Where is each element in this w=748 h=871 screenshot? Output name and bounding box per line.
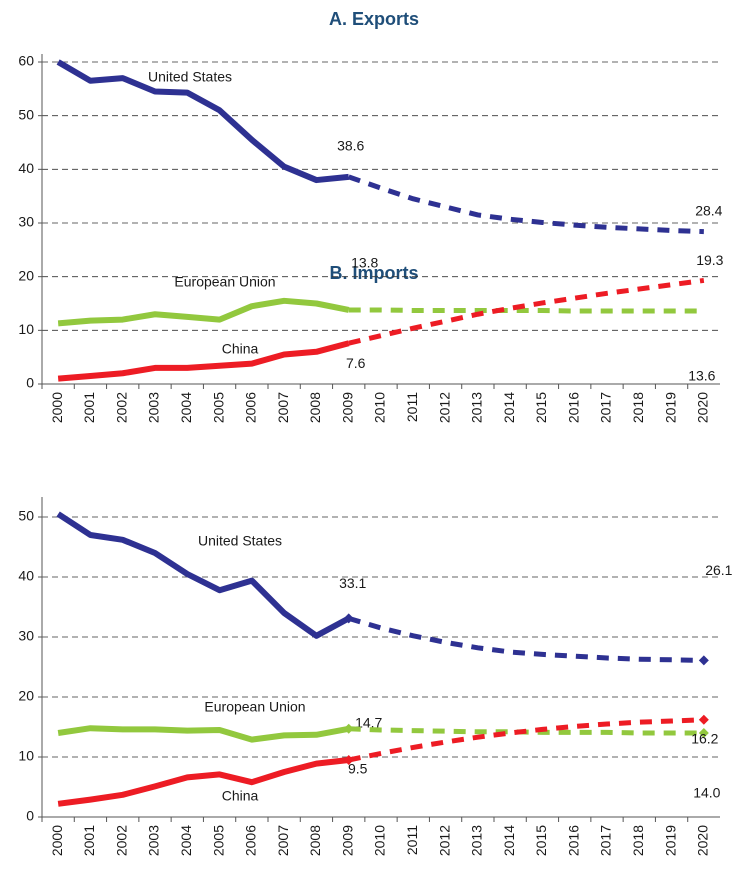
x-tick-label: 2009 <box>339 825 355 856</box>
series-line <box>57 340 350 382</box>
y-tick-label: 50 <box>18 106 34 122</box>
x-tick-label: 2004 <box>178 392 194 423</box>
series-line <box>57 297 350 327</box>
x-tick-label: 2007 <box>275 825 291 856</box>
point-marker <box>343 755 354 765</box>
series-label: United States <box>148 69 232 85</box>
y-tick-label: 40 <box>18 568 34 584</box>
x-tick-label: 2014 <box>501 392 517 423</box>
x-tick-label: 2017 <box>598 825 614 856</box>
y-tick-label: 20 <box>18 688 34 704</box>
data-label: 33.1 <box>339 575 366 591</box>
data-label: 14.7 <box>355 715 382 731</box>
projection-line <box>348 277 705 346</box>
projection-line <box>348 616 704 663</box>
x-tick-label: 2011 <box>404 392 420 422</box>
y-tick-label: 10 <box>18 321 34 337</box>
x-tick-label: 2020 <box>695 825 711 856</box>
x-tick-label: 2000 <box>49 825 65 856</box>
y-tick-label: 0 <box>26 808 34 824</box>
point-marker <box>343 613 354 624</box>
point-marker <box>343 723 354 734</box>
data-label: 16.2 <box>691 731 718 747</box>
y-tick-label: 30 <box>18 628 34 644</box>
y-tick-label: 10 <box>18 748 34 764</box>
projection-line <box>348 307 704 314</box>
x-tick-label: 2002 <box>113 825 129 856</box>
series-line <box>56 59 350 184</box>
data-label: 26.1 <box>705 562 732 578</box>
x-tick-label: 2007 <box>275 392 291 423</box>
x-tick-label: 2006 <box>243 392 259 423</box>
x-tick-label: 2018 <box>630 392 646 423</box>
series-label: United States <box>198 533 282 549</box>
x-tick-label: 2017 <box>598 392 614 423</box>
series-label: European Union <box>174 274 275 290</box>
x-tick-label: 2015 <box>533 825 549 856</box>
data-label: 19.3 <box>696 252 723 268</box>
x-tick-label: 2020 <box>695 392 711 423</box>
y-tick-label: 20 <box>18 267 34 283</box>
x-tick-label: 2018 <box>630 825 646 856</box>
series-label: China <box>222 341 259 357</box>
x-tick-label: 2019 <box>662 825 678 856</box>
data-label: 9.5 <box>348 761 368 777</box>
data-label: 13.6 <box>688 368 715 384</box>
data-label: 28.4 <box>695 202 722 218</box>
point-marker <box>698 655 709 666</box>
x-tick-label: 2009 <box>339 392 355 423</box>
x-tick-label: 2012 <box>436 825 452 856</box>
data-label: 13.8 <box>351 255 378 271</box>
x-tick-label: 2011 <box>404 825 420 855</box>
x-tick-label: 2001 <box>81 392 97 423</box>
x-tick-label: 2014 <box>501 825 517 856</box>
series-line <box>57 725 350 743</box>
x-tick-label: 2019 <box>662 392 678 423</box>
y-tick-label: 0 <box>26 375 34 391</box>
x-tick-label: 2008 <box>307 825 323 856</box>
point-marker <box>698 728 709 738</box>
chart-title: A. Exports <box>329 9 419 29</box>
x-tick-label: 2008 <box>307 392 323 423</box>
x-tick-label: 2016 <box>565 392 581 423</box>
x-tick-label: 2006 <box>243 825 259 856</box>
x-tick-label: 2002 <box>113 392 129 423</box>
x-tick-label: 2013 <box>469 392 485 423</box>
x-tick-label: 2003 <box>146 825 162 856</box>
series-line <box>57 757 350 807</box>
data-label: 14.0 <box>693 785 720 801</box>
x-tick-label: 2000 <box>49 392 65 423</box>
x-tick-label: 2003 <box>146 392 162 423</box>
series-line <box>56 511 351 639</box>
x-tick-label: 2016 <box>565 825 581 856</box>
series-label: European Union <box>204 699 305 715</box>
y-tick-label: 40 <box>18 160 34 176</box>
y-tick-label: 50 <box>18 508 34 524</box>
y-tick-label: 60 <box>18 53 34 69</box>
point-marker <box>698 714 709 725</box>
data-label: 7.6 <box>346 355 366 371</box>
x-tick-label: 2010 <box>372 825 388 856</box>
projection-line <box>348 717 704 763</box>
series-label: China <box>222 788 259 804</box>
data-label: 38.6 <box>337 138 364 154</box>
x-tick-label: 2013 <box>469 825 485 856</box>
x-tick-label: 2001 <box>81 825 97 856</box>
x-tick-label: 2010 <box>372 392 388 423</box>
x-tick-label: 2015 <box>533 392 549 423</box>
x-tick-label: 2005 <box>210 392 226 423</box>
x-tick-label: 2004 <box>178 825 194 856</box>
x-tick-label: 2005 <box>210 825 226 856</box>
projection-line <box>347 174 704 235</box>
chart-title: B. Imports <box>329 263 418 283</box>
x-tick-label: 2012 <box>436 392 452 423</box>
y-tick-label: 30 <box>18 214 34 230</box>
